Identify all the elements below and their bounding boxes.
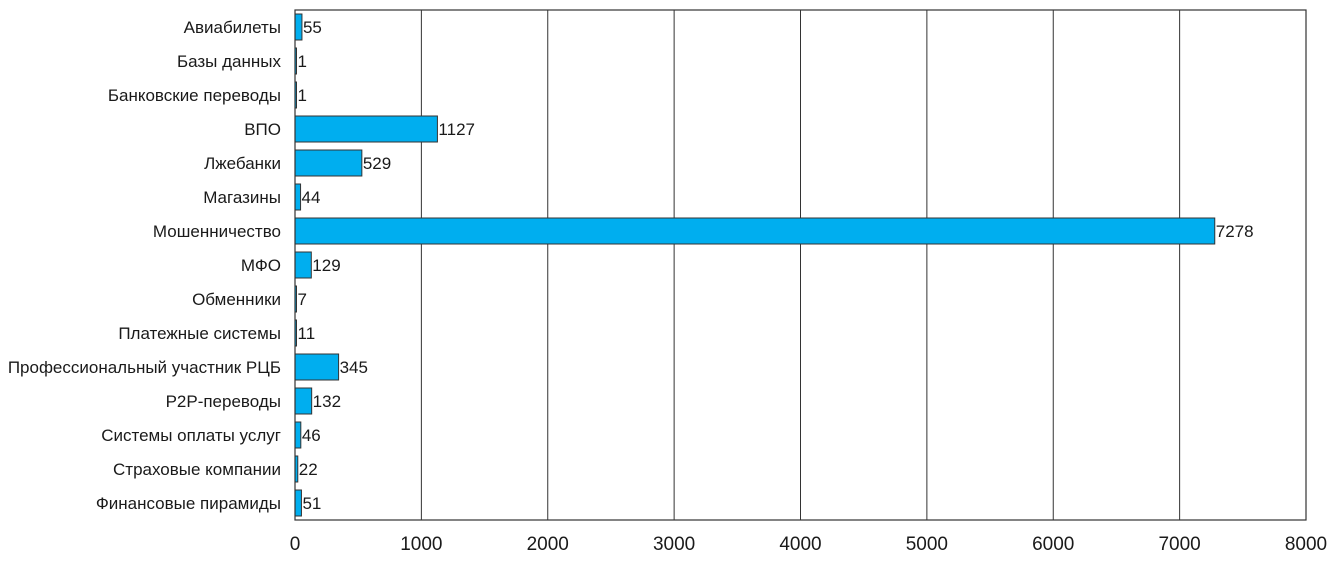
- x-tick-label: 7000: [1158, 534, 1200, 555]
- bar: [294, 13, 303, 41]
- category-label: Лжебанки: [204, 154, 281, 173]
- category-label: Мошенничество: [153, 222, 281, 241]
- category-label: Платежные системы: [118, 324, 281, 343]
- bar: [294, 353, 340, 381]
- category-label: P2P-переводы: [166, 392, 281, 411]
- x-tick-label: 0: [290, 534, 301, 555]
- x-tick-labels: 0 1000 2000 3000 4000 5000 6000 7000 8000: [290, 534, 1327, 555]
- bar: [294, 115, 438, 143]
- data-label: 345: [340, 358, 368, 377]
- category-label: Системы оплаты услуг: [101, 426, 281, 445]
- data-label: 55: [303, 18, 322, 37]
- x-tick-label: 6000: [1032, 534, 1074, 555]
- bar: [294, 489, 302, 517]
- bars: [294, 13, 1216, 517]
- x-tick-label: 1000: [400, 534, 442, 555]
- category-labels: Авиабилеты Базы данных Банковские переводы…: [8, 18, 282, 513]
- data-label: 529: [363, 154, 391, 173]
- data-label: 1: [298, 52, 307, 71]
- bar: [294, 421, 302, 449]
- data-label: 132: [313, 392, 341, 411]
- x-tick-label: 2000: [527, 534, 569, 555]
- category-label: Профессиональный участник РЦБ: [8, 358, 281, 377]
- data-label: 51: [302, 494, 321, 513]
- bar: [294, 183, 302, 211]
- category-label: Банковские переводы: [108, 86, 281, 105]
- data-label: 1127: [438, 120, 475, 139]
- x-tick-label: 4000: [779, 534, 821, 555]
- bar: [294, 217, 1216, 245]
- bar: [294, 251, 312, 279]
- x-tick-label: 3000: [653, 534, 695, 555]
- data-label: 1: [298, 86, 307, 105]
- data-label: 7278: [1216, 222, 1254, 241]
- grid-lines: [294, 10, 1307, 520]
- data-label: 129: [312, 256, 340, 275]
- category-label: Финансовые пирамиды: [96, 494, 281, 513]
- category-label: Магазины: [203, 188, 281, 207]
- category-label: ВПО: [244, 120, 281, 139]
- data-label: 22: [299, 460, 318, 479]
- x-tick-label: 5000: [906, 534, 948, 555]
- data-label: 7: [298, 290, 307, 309]
- category-label: Базы данных: [177, 52, 282, 71]
- x-tick-label: 8000: [1285, 534, 1327, 555]
- category-label: Страховые компании: [113, 460, 281, 479]
- data-label: 44: [302, 188, 321, 207]
- data-label: 11: [298, 324, 316, 343]
- data-label: 46: [302, 426, 321, 445]
- category-label: Обменники: [192, 290, 281, 309]
- category-label: Авиабилеты: [184, 18, 281, 37]
- plot-frame: [294, 9, 1307, 521]
- category-label: МФО: [241, 256, 281, 275]
- bar: [294, 387, 313, 415]
- bar: [294, 149, 363, 177]
